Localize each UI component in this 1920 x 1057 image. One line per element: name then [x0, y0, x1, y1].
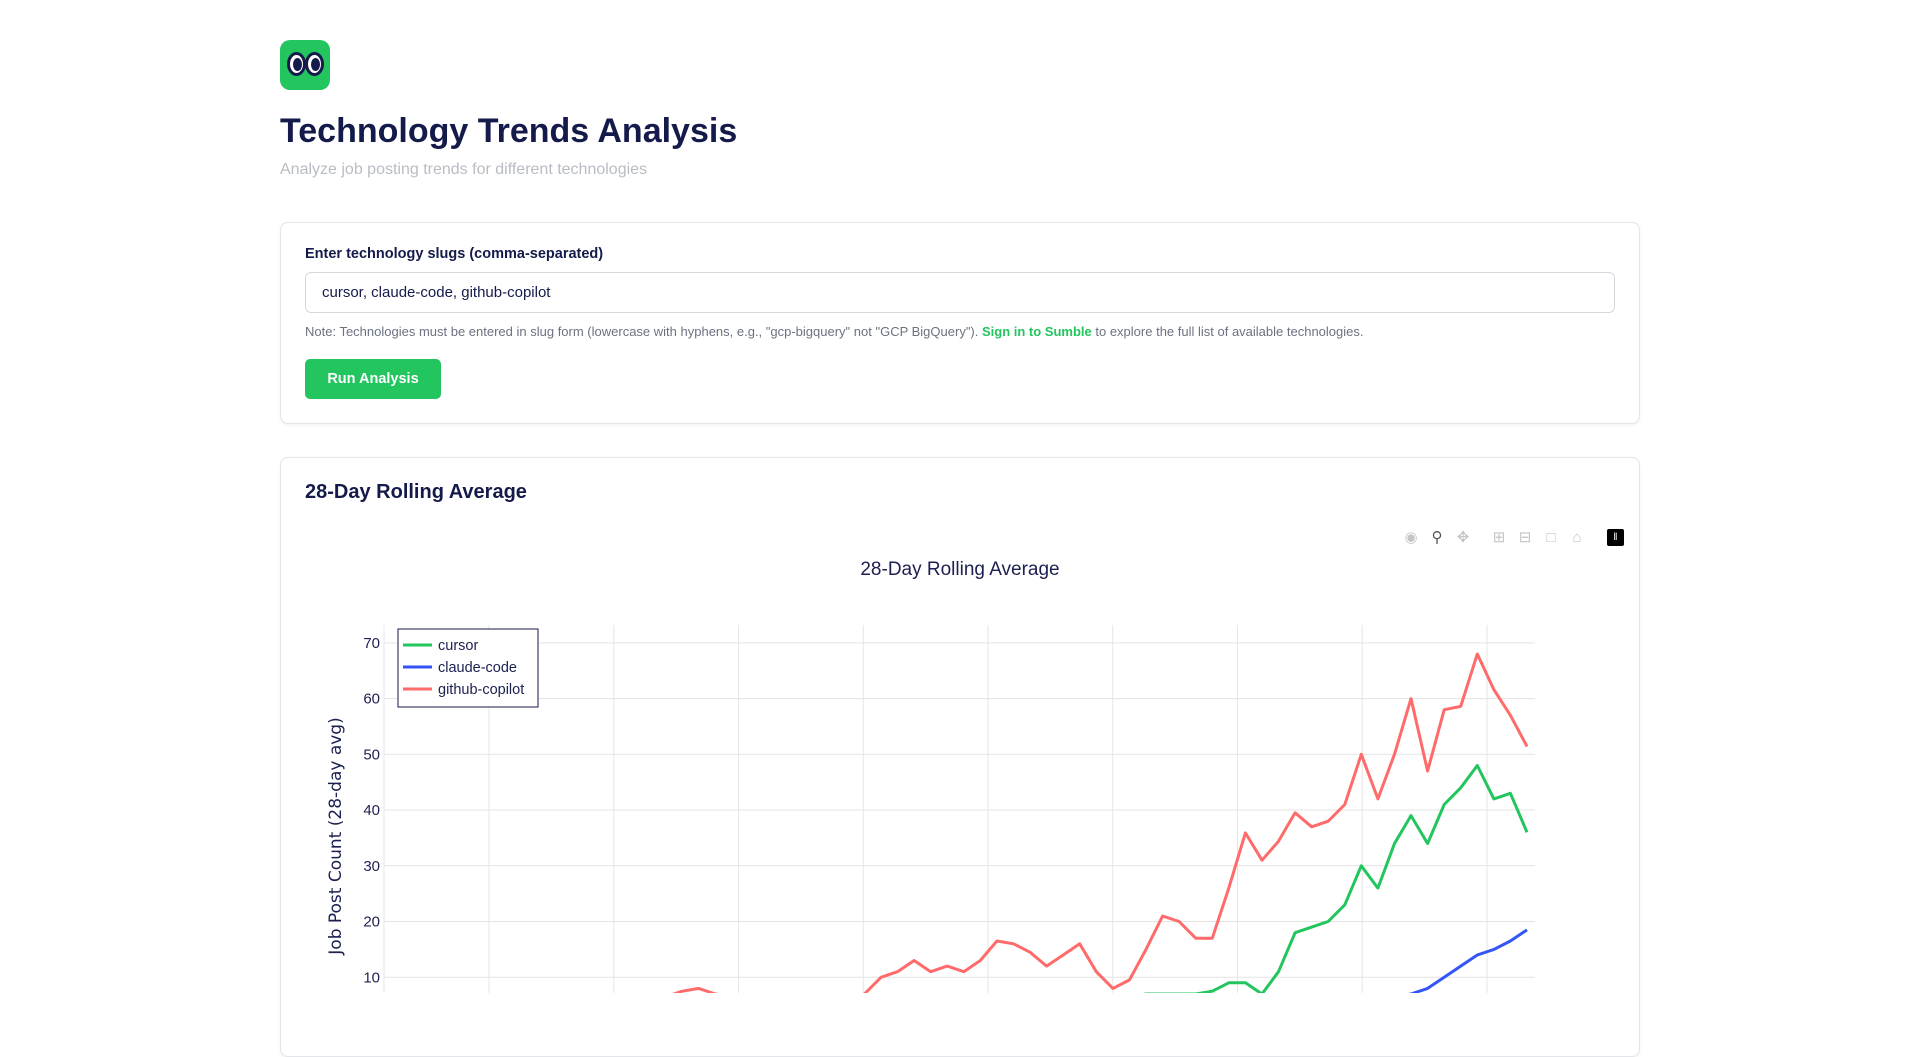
- logo-eye-icon: [287, 52, 306, 76]
- slug-input[interactable]: [305, 272, 1615, 313]
- legend-item-github-copilot[interactable]: github-copilot: [438, 682, 524, 698]
- y-tick-label: 10: [363, 969, 380, 986]
- y-tick-label: 70: [363, 635, 380, 652]
- slug-input-label: Enter technology slugs (comma-separated): [305, 246, 604, 262]
- input-card: Enter technology slugs (comma-separated)…: [280, 222, 1640, 424]
- y-axis-title: Job Post Count (28-day avg): [326, 717, 346, 955]
- note-text-suffix: to explore the full list of available te…: [1091, 324, 1364, 339]
- y-tick-label: 30: [363, 858, 380, 875]
- line-chart: 28-Day Rolling Average Job Post Count (2…: [326, 559, 1535, 994]
- legend-item-cursor[interactable]: cursor: [438, 638, 478, 654]
- logo-eye-icon: [305, 52, 324, 76]
- zoom-in-icon[interactable]: ⊞: [1492, 529, 1506, 546]
- page-title: Technology Trends Analysis: [280, 112, 738, 150]
- app-logo: [280, 40, 330, 90]
- section-title: 28-Day Rolling Average: [305, 481, 527, 503]
- reset-axes-icon[interactable]: ⌂: [1572, 528, 1582, 546]
- chart-toolbar: ◉ ⚲ ✥ ⊞ ⊟ □ ⌂ ‖: [1401, 527, 1624, 547]
- y-tick-label: 20: [363, 914, 380, 931]
- plotly-logo-icon[interactable]: ‖: [1607, 528, 1624, 546]
- zoom-icon[interactable]: ⚲: [1431, 529, 1443, 546]
- note-text: Note: Technologies must be entered in sl…: [305, 324, 982, 339]
- legend[interactable]: cursor claude-code github-copilot: [397, 628, 539, 708]
- y-tick-label: 60: [363, 691, 380, 708]
- pan-icon[interactable]: ✥: [1456, 529, 1470, 546]
- series-line-claude-code[interactable]: [384, 928, 1528, 993]
- legend-item-claude-code[interactable]: claude-code: [438, 660, 517, 676]
- series-line-cursor[interactable]: [384, 764, 1529, 994]
- sign-in-link[interactable]: Sign in to Sumble: [981, 324, 1092, 339]
- camera-icon[interactable]: ◉: [1404, 529, 1418, 546]
- chart-title: 28-Day Rolling Average: [860, 559, 1059, 580]
- page-subtitle: Analyze job posting trends for different…: [280, 161, 648, 178]
- chart-card: 28-Day Rolling Average ◉ ⚲ ✥ ⊞ ⊟ □ ⌂ ‖: [280, 457, 1640, 1057]
- slug-note: Note: Technologies must be entered in sl…: [305, 324, 1363, 339]
- y-tick-label: 50: [363, 746, 380, 763]
- series-line-github-copilot[interactable]: [384, 652, 1529, 993]
- run-analysis-button[interactable]: Run Analysis: [305, 359, 441, 399]
- y-tick-label: 40: [363, 802, 380, 819]
- zoom-out-icon[interactable]: ⊟: [1518, 529, 1532, 546]
- autoscale-icon[interactable]: □: [1546, 528, 1556, 546]
